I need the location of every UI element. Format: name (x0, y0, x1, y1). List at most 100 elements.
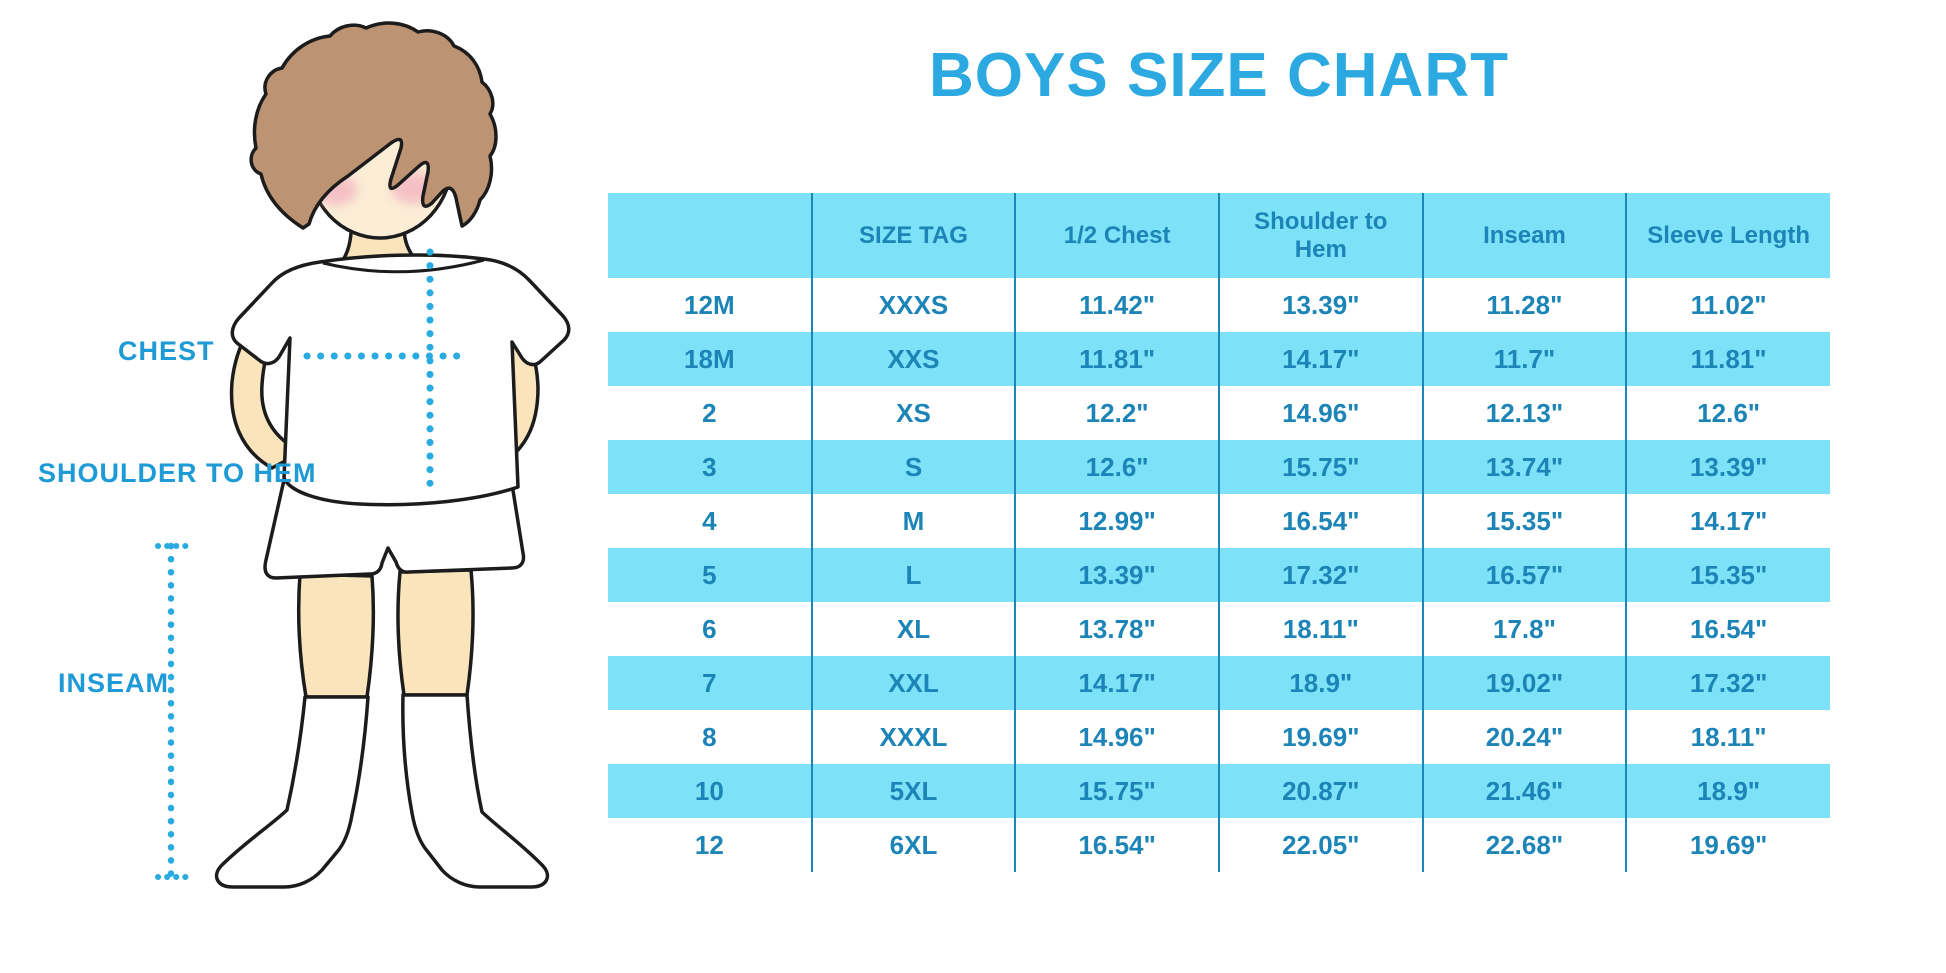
table-row: 18M XXS 11.81" 14.17" 11.7" 11.81" (608, 332, 1830, 386)
size-cell: 3 (608, 440, 813, 494)
table-row: 3 S 12.6" 15.75" 13.74" 13.39" (608, 440, 1830, 494)
size-cell: 7 (608, 656, 813, 710)
table-row: 10 5XL 15.75" 20.87" 21.46" 18.9" (608, 764, 1830, 818)
size-cell: 12 (608, 818, 813, 872)
inseam-cell: 15.35" (1422, 494, 1628, 548)
header-row: SIZE TAG 1/2 Chest Shoulder to Hem Insea… (608, 193, 1830, 278)
half-chest-cell: 11.81" (1015, 332, 1220, 386)
inseam-cell: 11.28" (1422, 278, 1628, 332)
size-tag-cell: XL (811, 602, 1017, 656)
half-chest-cell: 12.99" (1015, 494, 1220, 548)
header-size (608, 193, 813, 278)
size-tag-cell: 6XL (811, 818, 1017, 872)
table-row: 2 XS 12.2" 14.96" 12.13" 12.6" (608, 386, 1830, 440)
inseam-cell: 20.24" (1422, 710, 1628, 764)
size-tag-cell: 5XL (811, 764, 1017, 818)
size-cell: 2 (608, 386, 813, 440)
sleeve-length-cell: 16.54" (1689, 613, 1768, 644)
shoulder-to-hem-cell: 13.39" (1218, 278, 1424, 332)
shoulder-to-hem-cell: 18.11" (1218, 602, 1424, 656)
left-leg (296, 572, 376, 699)
half-chest-cell: 14.96" (1015, 710, 1220, 764)
right-leg (396, 568, 475, 697)
size-tag-cell: XXS (811, 332, 1017, 386)
size-tag-cell: XXXL (811, 710, 1017, 764)
sleeve-length-cell: 14.17" (1689, 505, 1768, 536)
shoulder-to-hem-cell: 14.96" (1218, 386, 1424, 440)
size-cell: 18M (608, 332, 813, 386)
collar-line (322, 258, 485, 274)
sleeve-length-cell: 19.69" (1689, 829, 1768, 860)
size-cell: 10 (608, 764, 813, 818)
size-cell: 5 (608, 548, 813, 602)
sleeve-length-cell: 11.02" (1690, 289, 1767, 320)
size-table: SIZE TAG 1/2 Chest Shoulder to Hem Insea… (608, 193, 1830, 872)
table-row: 6 XL 13.78" 18.11" 17.8" 16.54" (608, 602, 1830, 656)
half-chest-cell: 14.17" (1015, 656, 1220, 710)
table-row: 4 M 12.99" 16.54" 15.35" 14.17" (608, 494, 1830, 548)
header-shoulder-to-hem: Shoulder to Hem (1218, 193, 1424, 278)
inseam-cell: 22.68" (1422, 818, 1628, 872)
size-table-header: SIZE TAG 1/2 Chest Shoulder to Hem Insea… (608, 193, 1830, 278)
shoulder-to-hem-cell: 15.75" (1218, 440, 1424, 494)
left-sock (214, 695, 370, 889)
size-cell: 4 (608, 494, 813, 548)
t-shirt (230, 253, 571, 507)
right-sock (401, 693, 550, 889)
table-row: 7 XXL 14.17" 18.9" 19.02" 17.32" (608, 656, 1830, 710)
page-title: BOYS SIZE CHART (929, 41, 1509, 110)
shoulder-to-hem-cell: 16.54" (1218, 494, 1424, 548)
half-chest-cell: 12.2" (1015, 386, 1220, 440)
size-tag-cell: L (811, 548, 1017, 602)
hair (249, 21, 498, 230)
table-row: 12M XXXS 11.42" 13.39" 11.28" 11.02" (608, 278, 1830, 332)
inseam-cell: 12.13" (1422, 386, 1628, 440)
table-row: 5 L 13.39" 17.32" 16.57" 15.35" (608, 548, 1830, 602)
inseam-cell: 16.57" (1422, 548, 1628, 602)
sleeve-length-cell: 11.81" (1690, 343, 1767, 374)
chest-label: CHEST (118, 336, 215, 366)
half-chest-cell: 13.39" (1015, 548, 1220, 602)
shoulder-to-hem-cell: 14.17" (1218, 332, 1424, 386)
shoulder-to-hem-cell: 22.05" (1218, 818, 1424, 872)
header-size-tag: SIZE TAG (811, 193, 1017, 278)
sleeve-length-cell: 17.32" (1689, 667, 1768, 698)
size-cell: 8 (608, 710, 813, 764)
half-chest-cell: 13.78" (1015, 602, 1220, 656)
header-half-chest: 1/2 Chest (1015, 193, 1220, 278)
sleeve-length-cell: 12.6" (1697, 397, 1761, 428)
half-chest-cell: 11.42" (1015, 278, 1220, 332)
size-tag-cell: XXL (811, 656, 1017, 710)
size-tag-cell: M (811, 494, 1017, 548)
sleeve-length-cell: 18.11" (1690, 721, 1767, 752)
inseam-cell: 11.7" (1422, 332, 1628, 386)
inseam-cell: 19.02" (1422, 656, 1628, 710)
shoulder-to-hem-cell: 18.9" (1218, 656, 1424, 710)
shoulder-to-hem-label: SHOULDER TO HEM (38, 458, 317, 488)
size-cell: 6 (608, 602, 813, 656)
sleeve-length-cell: 18.9" (1697, 775, 1761, 806)
table-row: 8 XXXL 14.96" 19.69" 20.24" 18.11" (608, 710, 1830, 764)
half-chest-cell: 16.54" (1015, 818, 1220, 872)
inseam-cell: 17.8" (1422, 602, 1628, 656)
inseam-cell: 21.46" (1422, 764, 1628, 818)
inseam-cell: 13.74" (1422, 440, 1628, 494)
size-tag-cell: S (811, 440, 1017, 494)
header-sleeve-length: Sleeve Length (1626, 193, 1830, 278)
shoulder-to-hem-cell: 17.32" (1218, 548, 1424, 602)
shoulder-to-hem-cell: 20.87" (1218, 764, 1424, 818)
half-chest-cell: 12.6" (1015, 440, 1220, 494)
table-row: 12 6XL 16.54" 22.05" 22.68" 19.69" (608, 818, 1830, 872)
size-cell: 12M (608, 278, 813, 332)
header-inseam: Inseam (1422, 193, 1628, 278)
size-tag-cell: XXXS (811, 278, 1017, 332)
boy-illustration (155, 21, 571, 889)
sleeve-length-cell: 13.39" (1689, 451, 1768, 482)
inseam-label: INSEAM (58, 668, 170, 698)
shoulder-to-hem-cell: 19.69" (1218, 710, 1424, 764)
half-chest-cell: 15.75" (1015, 764, 1220, 818)
sleeve-length-cell: 15.35" (1689, 559, 1768, 590)
size-table-body: 12M XXXS 11.42" 13.39" 11.28" 11.02" 18M XXS 11.… (608, 278, 1830, 872)
size-tag-cell: XS (811, 386, 1017, 440)
